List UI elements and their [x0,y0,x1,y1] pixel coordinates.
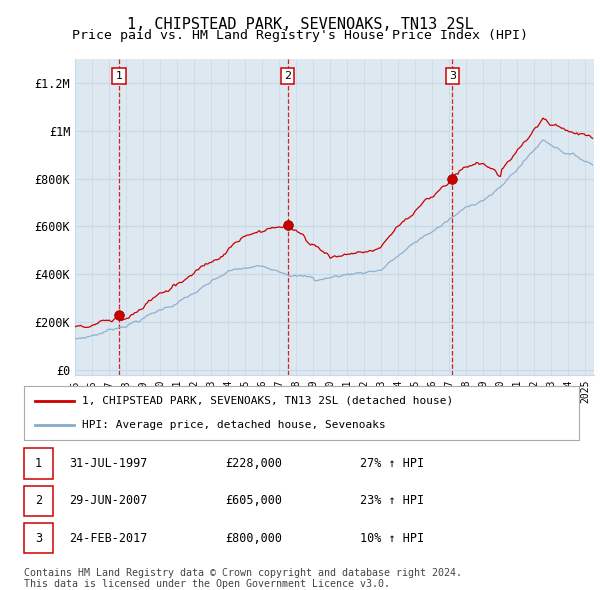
Text: 2: 2 [284,71,291,81]
Text: 3: 3 [35,532,42,545]
Text: 1: 1 [35,457,42,470]
Text: 31-JUL-1997: 31-JUL-1997 [69,457,148,470]
Text: 1, CHIPSTEAD PARK, SEVENOAKS, TN13 2SL (detached house): 1, CHIPSTEAD PARK, SEVENOAKS, TN13 2SL (… [82,396,454,406]
Text: £605,000: £605,000 [225,494,282,507]
Text: HPI: Average price, detached house, Sevenoaks: HPI: Average price, detached house, Seve… [82,420,386,430]
Text: 3: 3 [449,71,455,81]
Text: £800,000: £800,000 [225,532,282,545]
Text: 27% ↑ HPI: 27% ↑ HPI [360,457,424,470]
Text: 2: 2 [35,494,42,507]
Text: 10% ↑ HPI: 10% ↑ HPI [360,532,424,545]
Text: 23% ↑ HPI: 23% ↑ HPI [360,494,424,507]
Text: 24-FEB-2017: 24-FEB-2017 [69,532,148,545]
Text: £228,000: £228,000 [225,457,282,470]
Text: 29-JUN-2007: 29-JUN-2007 [69,494,148,507]
Text: Price paid vs. HM Land Registry's House Price Index (HPI): Price paid vs. HM Land Registry's House … [72,30,528,42]
Text: 1, CHIPSTEAD PARK, SEVENOAKS, TN13 2SL: 1, CHIPSTEAD PARK, SEVENOAKS, TN13 2SL [127,17,473,31]
Text: 1: 1 [115,71,122,81]
Text: Contains HM Land Registry data © Crown copyright and database right 2024.
This d: Contains HM Land Registry data © Crown c… [24,568,462,589]
